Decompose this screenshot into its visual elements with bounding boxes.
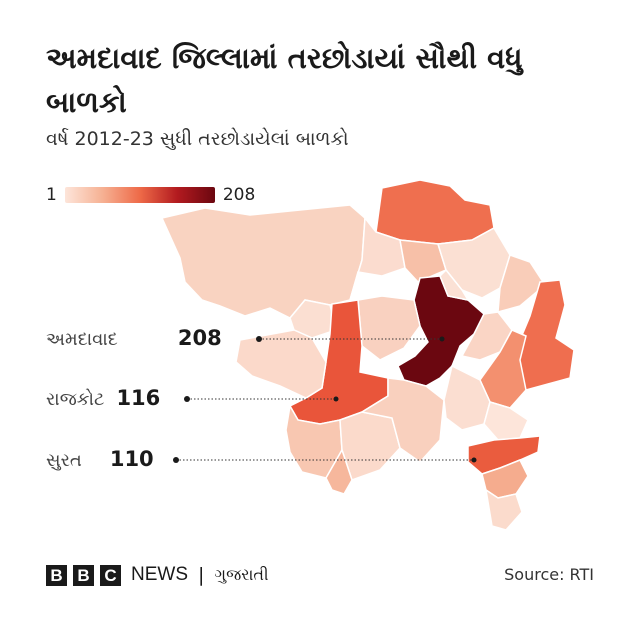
district-patan <box>349 216 406 301</box>
callout-value: 116 <box>116 386 161 410</box>
leader-dot-ahmedabad-end <box>439 336 445 342</box>
chart-title: અમદાવાદ જિલ્લામાં તરછોડાયાં સૌથી વધુ બાળ… <box>46 41 523 119</box>
district-valsad <box>484 488 523 531</box>
callout-value: 110 <box>109 447 154 471</box>
callout-name: સુરત <box>46 450 82 471</box>
bbc-news-logo: B B C NEWS | ગુજરાતી <box>46 564 269 586</box>
legend-max-label: 208 <box>222 185 256 205</box>
district-gandhinagar <box>439 268 470 302</box>
leader-dot-surat-start <box>173 457 179 463</box>
news-label: NEWS <box>131 564 188 585</box>
callout-surat: સુરત 110 <box>46 447 154 471</box>
callout-name: અમદાવાદ <box>46 329 118 350</box>
district-banaskantha <box>375 179 495 245</box>
legend-gradient-bar <box>64 187 215 203</box>
footer-separator: | <box>198 564 205 586</box>
district-narmada <box>483 401 529 441</box>
callout-value: 208 <box>177 326 222 350</box>
service-name: ગુજરાતી <box>214 565 269 584</box>
district-kutch <box>160 204 366 319</box>
leader-dot-rajkot-start <box>184 396 190 402</box>
district-bharuch <box>443 364 491 431</box>
callout-ahmedabad: અમદાવાદ 208 <box>46 326 222 350</box>
bbc-letter-b2: B <box>73 564 94 586</box>
bbc-letter-b1: B <box>46 564 67 586</box>
chart-subtitle: વર્ષ 2012-23 સુધી તરછોડાયેલાં બાળકો <box>46 128 349 150</box>
leader-dot-ahmedabad-start <box>256 336 262 342</box>
callout-name: રાજકોટ <box>46 389 105 410</box>
bbc-letter-c: C <box>100 564 121 586</box>
color-legend: 1 208 <box>46 183 255 207</box>
district-jamnagar <box>235 329 327 399</box>
leader-dot-rajkot-end <box>333 396 339 402</box>
legend-min-label: 1 <box>46 185 57 205</box>
district-mehsana <box>399 239 447 283</box>
callout-rajkot: રાજકોટ 116 <box>46 386 160 410</box>
leader-dot-surat-end <box>471 457 477 463</box>
source-credit: Source: RTI <box>504 565 594 584</box>
district-gir-somnath <box>325 448 353 495</box>
district-surat <box>467 435 541 475</box>
district-surendranagar <box>357 295 421 361</box>
